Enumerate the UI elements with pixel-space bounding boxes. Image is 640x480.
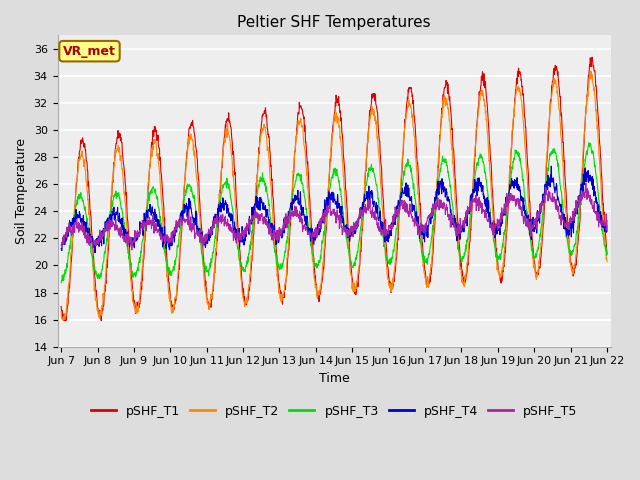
pSHF_T5 [310,234,318,240]
pSHF_T1 [58,304,65,310]
pSHF_T1 [289,176,297,181]
Line: pSHF_T2: pSHF_T2 [61,72,607,320]
pSHF_T2 [603,259,611,264]
pSHF_T4 [368,195,376,201]
pSHF_T2 [122,210,130,216]
pSHF_T2 [301,144,308,149]
pSHF_T1 [603,251,611,257]
pSHF_T4 [289,196,297,202]
pSHF_T4 [547,163,555,169]
pSHF_T3 [289,193,296,199]
pSHF_T2 [289,168,297,174]
pSHF_T5 [122,240,129,246]
pSHF_T3 [603,251,611,257]
pSHF_T2 [58,309,65,314]
pSHF_T4 [310,236,318,241]
pSHF_T1 [97,318,105,324]
pSHF_T5 [582,180,589,186]
pSHF_T3 [58,280,65,286]
pSHF_T4 [301,216,308,221]
pSHF_T5 [301,222,308,228]
pSHF_T3 [585,140,593,146]
pSHF_T1 [368,91,376,97]
Y-axis label: Soil Temperature: Soil Temperature [15,138,28,244]
pSHF_T1 [310,264,318,270]
pSHF_T4 [122,228,130,234]
Line: pSHF_T1: pSHF_T1 [61,57,607,321]
pSHF_T5 [100,227,108,233]
pSHF_T5 [128,247,136,253]
pSHF_T4 [603,228,611,234]
pSHF_T1 [301,129,308,134]
pSHF_T2 [59,317,67,323]
pSHF_T4 [91,250,99,255]
pSHF_T3 [100,259,108,265]
pSHF_T1 [588,54,596,60]
X-axis label: Time: Time [319,372,349,385]
pSHF_T2 [310,276,318,282]
pSHF_T2 [100,295,108,301]
Text: VR_met: VR_met [63,45,116,58]
Title: Peltier SHF Temperatures: Peltier SHF Temperatures [237,15,431,30]
pSHF_T3 [368,167,376,172]
Legend: pSHF_T1, pSHF_T2, pSHF_T3, pSHF_T4, pSHF_T5: pSHF_T1, pSHF_T2, pSHF_T3, pSHF_T4, pSHF… [86,400,582,423]
Line: pSHF_T5: pSHF_T5 [61,183,607,250]
pSHF_T5 [368,209,376,215]
pSHF_T5 [58,243,65,249]
pSHF_T3 [310,257,317,263]
pSHF_T1 [100,303,108,309]
pSHF_T1 [122,192,130,198]
pSHF_T3 [122,232,129,238]
pSHF_T5 [289,214,297,219]
pSHF_T2 [368,104,376,109]
pSHF_T4 [58,246,65,252]
pSHF_T5 [603,217,611,223]
pSHF_T3 [300,190,308,196]
Line: pSHF_T4: pSHF_T4 [61,166,607,252]
pSHF_T4 [100,241,108,247]
pSHF_T2 [587,69,595,74]
Line: pSHF_T3: pSHF_T3 [61,143,607,283]
